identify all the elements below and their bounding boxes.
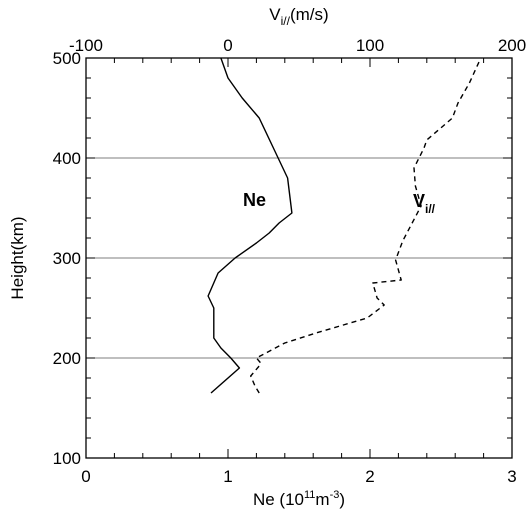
bottom-axis-label: Ne (1011m-3) <box>253 489 345 509</box>
y-tick-label: 100 <box>53 449 81 468</box>
top-tick-label: 100 <box>356 36 384 55</box>
top-tick-label: 200 <box>498 36 526 55</box>
bottom-tick-label: 3 <box>507 467 516 486</box>
curves <box>207 57 482 394</box>
series-label-v: Vi// <box>413 191 436 216</box>
top-tick-label: -100 <box>69 36 103 55</box>
bottom-tick-label: 1 <box>223 467 232 486</box>
top-tick-label: 0 <box>223 36 232 55</box>
y-tick-label: 500 <box>53 49 81 68</box>
v-curve <box>249 57 482 394</box>
grid <box>86 157 512 359</box>
bottom-tick-label: 2 <box>365 467 374 486</box>
series-label-ne: Ne <box>243 190 266 210</box>
y-tick-label: 200 <box>53 349 81 368</box>
ne-curve <box>207 57 293 394</box>
y-tick-label: 400 <box>53 149 81 168</box>
top-axis-label: Vi//(m/s) <box>269 5 328 28</box>
y-tick-label: 300 <box>53 249 81 268</box>
bottom-tick-label: 0 <box>81 467 90 486</box>
y-axis-label: Height(km) <box>8 216 27 299</box>
